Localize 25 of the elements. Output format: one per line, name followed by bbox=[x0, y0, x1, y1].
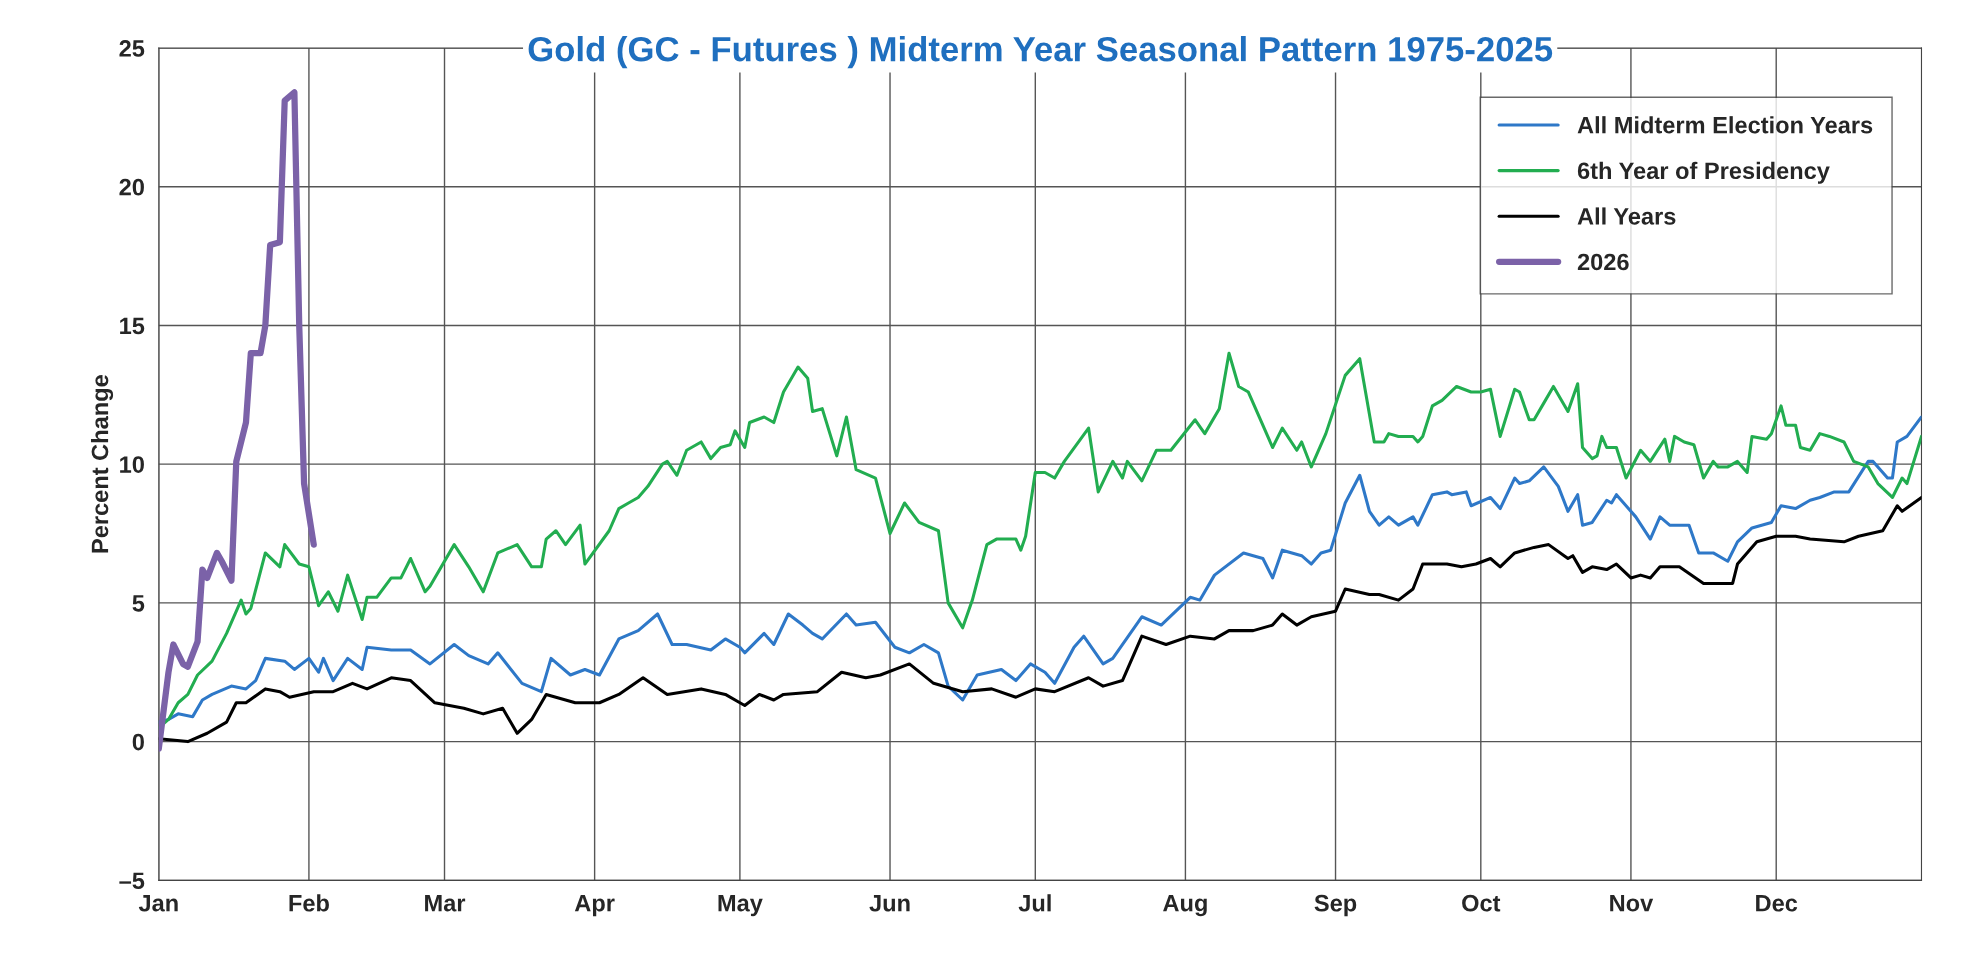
x-tick-label: Oct bbox=[1462, 894, 1501, 912]
chart-title: Gold (GC - Futures ) Midterm Year Seasonal Pattern 1975-2025 bbox=[528, 35, 1553, 69]
y-tick-label: 10 bbox=[120, 456, 144, 473]
y-tick-label: 20 bbox=[119, 178, 144, 196]
legend-label: 2026 bbox=[1577, 253, 1629, 271]
y-axis-title: Percent Change bbox=[90, 375, 114, 553]
x-tick-label: Feb bbox=[289, 894, 329, 912]
x-tick-label: Jul bbox=[1018, 894, 1051, 912]
x-tick-label: Jun bbox=[869, 895, 910, 912]
x-tick-label: Jan bbox=[138, 895, 178, 912]
legend-label: All Years bbox=[1577, 207, 1676, 225]
y-tick-label: 15 bbox=[120, 317, 145, 335]
x-tick-label: Dec bbox=[1756, 895, 1798, 912]
x-tick-label: Aug bbox=[1163, 894, 1207, 917]
y-tick-label: 0 bbox=[132, 733, 144, 751]
x-tick-label: Apr bbox=[574, 895, 615, 917]
x-tick-label: Mar bbox=[425, 895, 466, 912]
x-tick-label: Sep bbox=[1314, 894, 1357, 917]
x-tick-label: May bbox=[718, 895, 763, 917]
y-tick-label: –5 bbox=[119, 872, 145, 890]
legend-label: All Midterm Election Years bbox=[1577, 116, 1873, 134]
y-tick-label: 25 bbox=[119, 40, 145, 57]
legend-label: 6th Year of Presidency bbox=[1577, 161, 1830, 184]
y-tick-label: 5 bbox=[132, 595, 145, 612]
x-tick-label: Nov bbox=[1610, 895, 1654, 912]
